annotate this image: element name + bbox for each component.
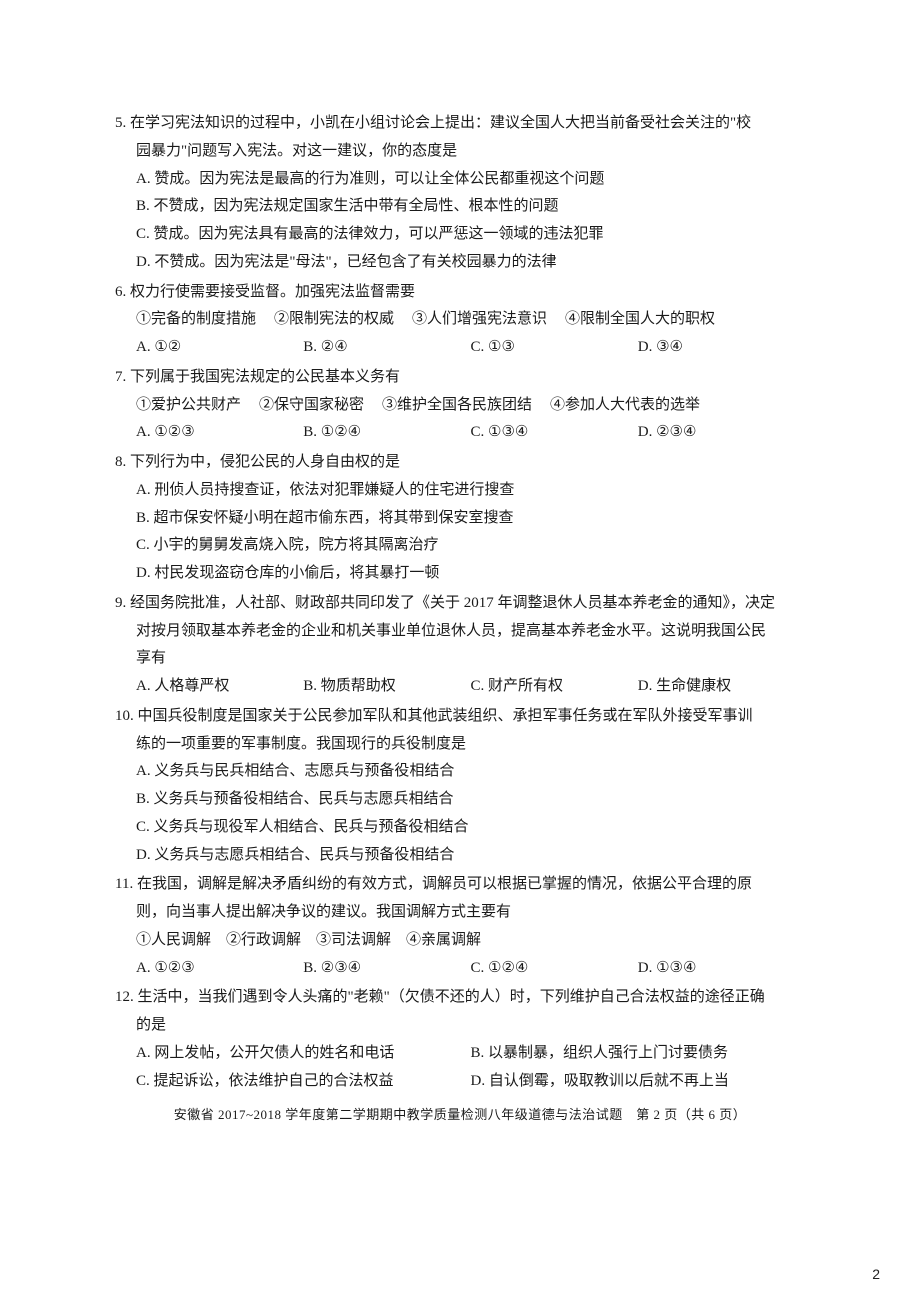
q7-option-c: C. ①③④ bbox=[471, 419, 638, 447]
q10-option-d: D. 义务兵与志愿兵相结合、民兵与预备役相结合 bbox=[136, 842, 805, 870]
q7-sub2: ②保守国家秘密 bbox=[259, 392, 364, 420]
question-9: 9. 经国务院批准，人社部、财政部共同印发了《关于 2017 年调整退休人员基本… bbox=[115, 590, 805, 701]
q5-option-c: C. 赞成。因为宪法具有最高的法律效力，可以严惩这一领域的违法犯罪 bbox=[136, 221, 805, 249]
q6-option-a: A. ①② bbox=[136, 334, 303, 362]
q6-sub2: ②限制宪法的权威 bbox=[274, 306, 394, 334]
q12-option-c: C. 提起诉讼，依法维护自己的合法权益 bbox=[136, 1068, 471, 1096]
q6-sub3: ③人们增强宪法意识 bbox=[412, 306, 547, 334]
q12-option-d: D. 自认倒霉，吸取教训以后就不再上当 bbox=[471, 1068, 806, 1096]
q12-stem-line2: 的是 bbox=[115, 1012, 805, 1040]
q8-option-d: D. 村民发现盗窃仓库的小偷后，将其暴打一顿 bbox=[136, 560, 805, 588]
q12-stem-line1: 12. 生活中，当我们遇到令人头痛的"老赖"（欠债不还的人）时，下列维护自己合法… bbox=[115, 984, 805, 1012]
q7-option-b: B. ①②④ bbox=[303, 419, 470, 447]
q12-option-a: A. 网上发帖，公开欠债人的姓名和电话 bbox=[136, 1040, 471, 1068]
page-number: 2 bbox=[872, 1266, 880, 1282]
q5-option-d: D. 不赞成。因为宪法是"母法"，已经包含了有关校园暴力的法律 bbox=[136, 249, 805, 277]
q6-sub4: ④限制全国人大的职权 bbox=[565, 306, 715, 334]
q9-option-a: A. 人格尊严权 bbox=[136, 673, 303, 701]
q9-stem-line1: 9. 经国务院批准，人社部、财政部共同印发了《关于 2017 年调整退休人员基本… bbox=[115, 590, 805, 618]
q9-stem-line3: 享有 bbox=[115, 645, 805, 673]
footer-text: 安徽省 2017~2018 学年度第二学期期中教学质量检测八年级道德与法治试题 … bbox=[115, 1103, 805, 1127]
q11-option-d: D. ①③④ bbox=[638, 955, 805, 983]
q12-option-b: B. 以暴制暴，组织人强行上门讨要债务 bbox=[471, 1040, 806, 1068]
q7-sub1: ①爱护公共财产 bbox=[136, 392, 241, 420]
q8-option-c: C. 小宇的舅舅发高烧入院，院方将其隔离治疗 bbox=[136, 532, 805, 560]
q10-option-c: C. 义务兵与现役军人相结合、民兵与预备役相结合 bbox=[136, 814, 805, 842]
q11-stem-line2: 则，向当事人提出解决争议的建议。我国调解方式主要有 bbox=[115, 899, 805, 927]
q10-stem-line1: 10. 中国兵役制度是国家关于公民参加军队和其他武装组织、承担军事任务或在军队外… bbox=[115, 703, 805, 731]
q7-sub4: ④参加人大代表的选举 bbox=[550, 392, 700, 420]
q6-sub1: ①完备的制度措施 bbox=[136, 306, 256, 334]
question-12: 12. 生活中，当我们遇到令人头痛的"老赖"（欠债不还的人）时，下列维护自己合法… bbox=[115, 984, 805, 1095]
question-5: 5. 在学习宪法知识的过程中，小凯在小组讨论会上提出：建议全国人大把当前备受社会… bbox=[115, 110, 805, 277]
q11-stem-line1: 11. 在我国，调解是解决矛盾纠纷的有效方式，调解员可以根据已掌握的情况，依据公… bbox=[115, 871, 805, 899]
q7-option-d: D. ②③④ bbox=[638, 419, 805, 447]
q7-option-a: A. ①②③ bbox=[136, 419, 303, 447]
q9-option-b: B. 物质帮助权 bbox=[303, 673, 470, 701]
q11-option-c: C. ①②④ bbox=[471, 955, 638, 983]
q11-subs: ①人民调解 ②行政调解 ③司法调解 ④亲属调解 bbox=[115, 927, 805, 955]
q9-option-c: C. 财产所有权 bbox=[471, 673, 638, 701]
q7-stem: 7. 下列属于我国宪法规定的公民基本义务有 bbox=[115, 364, 805, 392]
question-11: 11. 在我国，调解是解决矛盾纠纷的有效方式，调解员可以根据已掌握的情况，依据公… bbox=[115, 871, 805, 982]
q10-option-b: B. 义务兵与预备役相结合、民兵与志愿兵相结合 bbox=[136, 786, 805, 814]
q6-option-b: B. ②④ bbox=[303, 334, 470, 362]
q10-stem-line2: 练的一项重要的军事制度。我国现行的兵役制度是 bbox=[115, 731, 805, 759]
q5-option-a: A. 赞成。因为宪法是最高的行为准则，可以让全体公民都重视这个问题 bbox=[136, 166, 805, 194]
q6-stem: 6. 权力行使需要接受监督。加强宪法监督需要 bbox=[115, 279, 805, 307]
question-6: 6. 权力行使需要接受监督。加强宪法监督需要 ①完备的制度措施 ②限制宪法的权威… bbox=[115, 279, 805, 362]
question-8: 8. 下列行为中，侵犯公民的人身自由权的是 A. 刑侦人员持搜查证，依法对犯罪嫌… bbox=[115, 449, 805, 588]
q6-option-c: C. ①③ bbox=[471, 334, 638, 362]
question-10: 10. 中国兵役制度是国家关于公民参加军队和其他武装组织、承担军事任务或在军队外… bbox=[115, 703, 805, 870]
question-7: 7. 下列属于我国宪法规定的公民基本义务有 ①爱护公共财产 ②保守国家秘密 ③维… bbox=[115, 364, 805, 447]
q9-option-d: D. 生命健康权 bbox=[638, 673, 805, 701]
q7-sub3: ③维护全国各民族团结 bbox=[382, 392, 532, 420]
q10-option-a: A. 义务兵与民兵相结合、志愿兵与预备役相结合 bbox=[136, 758, 805, 786]
q8-stem: 8. 下列行为中，侵犯公民的人身自由权的是 bbox=[115, 449, 805, 477]
q6-option-d: D. ③④ bbox=[638, 334, 805, 362]
q11-option-b: B. ②③④ bbox=[303, 955, 470, 983]
q8-option-b: B. 超市保安怀疑小明在超市偷东西，将其带到保安室搜查 bbox=[136, 505, 805, 533]
q9-stem-line2: 对按月领取基本养老金的企业和机关事业单位退休人员，提高基本养老金水平。这说明我国… bbox=[115, 618, 805, 646]
q5-stem-line2: 园暴力"问题写入宪法。对这一建议，你的态度是 bbox=[115, 138, 805, 166]
q5-option-b: B. 不赞成，因为宪法规定国家生活中带有全局性、根本性的问题 bbox=[136, 193, 805, 221]
q5-stem-line1: 5. 在学习宪法知识的过程中，小凯在小组讨论会上提出：建议全国人大把当前备受社会… bbox=[115, 110, 805, 138]
q11-option-a: A. ①②③ bbox=[136, 955, 303, 983]
q8-option-a: A. 刑侦人员持搜查证，依法对犯罪嫌疑人的住宅进行搜查 bbox=[136, 477, 805, 505]
